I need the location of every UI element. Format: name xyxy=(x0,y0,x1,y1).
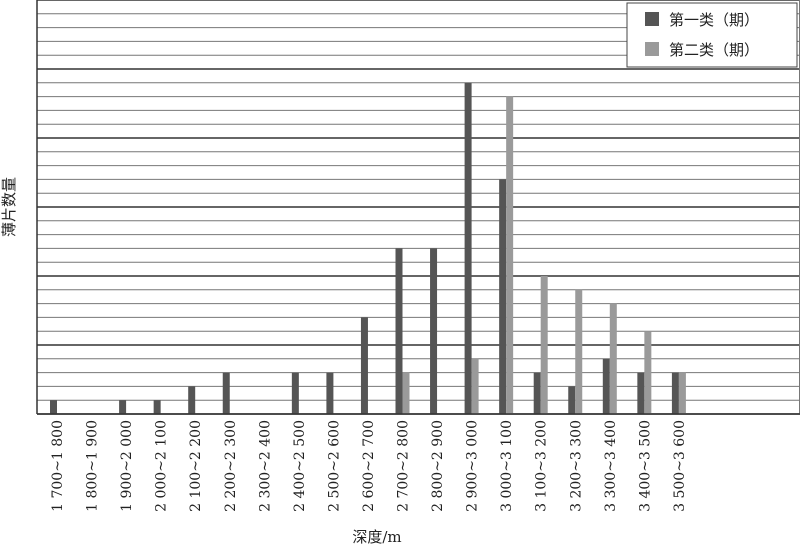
x-tick-label: 3 300~3 400 xyxy=(603,420,619,512)
legend-label-series-1: 第一类（期） xyxy=(669,11,759,29)
bar-series-2-14 xyxy=(540,276,548,414)
bar-series-1-16 xyxy=(602,358,610,414)
bars xyxy=(50,82,686,415)
bar-series-2-18 xyxy=(678,372,686,414)
x-tick-label: 2 000~2 100 xyxy=(154,420,170,512)
bar-series-1-11 xyxy=(430,248,438,414)
legend: 第一类（期） 第二类（期） xyxy=(626,2,798,68)
legend-swatch-series-2 xyxy=(645,42,659,56)
grid-lines xyxy=(37,0,800,415)
x-tick-label: 3 100~3 200 xyxy=(534,420,550,512)
bar-series-1-14 xyxy=(533,372,541,414)
x-tick-label: 3 000~3 100 xyxy=(499,420,515,512)
legend-swatch-series-1 xyxy=(645,12,659,26)
x-tick-label: 3 400~3 500 xyxy=(637,420,653,512)
x-tick-label: 1 900~2 000 xyxy=(119,420,135,512)
bar-series-1-2 xyxy=(119,400,127,414)
bar-series-2-10 xyxy=(402,372,410,414)
bar-series-2-13 xyxy=(506,96,514,414)
bar-series-1-0 xyxy=(50,400,57,414)
legend-label-series-2: 第二类（期） xyxy=(669,41,759,59)
x-tick-label: 2 800~2 900 xyxy=(430,420,446,512)
x-tick-label: 1 700~1 800 xyxy=(50,420,66,512)
x-tick-label: 2 300~2 400 xyxy=(257,420,273,512)
x-tick-label: 2 500~2 600 xyxy=(326,420,342,512)
bar-series-1-12 xyxy=(464,82,472,415)
bar-series-1-8 xyxy=(326,372,334,414)
bar-series-2-16 xyxy=(609,303,617,414)
bar-series-1-17 xyxy=(637,372,645,414)
bar-series-1-7 xyxy=(291,372,299,414)
x-tick-label: 3 200~3 300 xyxy=(568,420,584,512)
x-tick-label: 2 200~2 300 xyxy=(223,420,239,512)
x-tick-label: 2 100~2 200 xyxy=(188,420,204,512)
bar-series-1-15 xyxy=(568,386,576,414)
x-tick-label: 2 700~2 800 xyxy=(396,420,412,512)
bar-series-2-12 xyxy=(471,358,479,414)
bar-series-1-4 xyxy=(188,386,196,414)
x-tick-label: 2 900~3 000 xyxy=(465,420,481,512)
bar-series-2-15 xyxy=(575,289,583,414)
x-tick-label: 2 400~2 500 xyxy=(292,420,308,512)
bar-series-1-9 xyxy=(360,317,368,414)
bar-series-1-18 xyxy=(671,372,679,414)
x-tick-label: 1 800~1 900 xyxy=(85,420,101,512)
x-axis-label: 深度/m xyxy=(352,528,401,546)
x-tick-label: 3 500~3 600 xyxy=(672,420,688,512)
x-tick-label: 2 600~2 700 xyxy=(361,420,377,512)
x-tick-labels: 1 700~1 800 1 800~1 900 1 900~2 000 2 000~2… xyxy=(50,420,688,512)
bar-series-1-5 xyxy=(222,372,230,414)
bar-series-1-13 xyxy=(499,179,507,414)
y-axis-label: 薄片数量 xyxy=(0,177,18,237)
bar-series-2-17 xyxy=(644,331,652,414)
bar-series-1-3 xyxy=(153,400,161,414)
bar-series-1-10 xyxy=(395,248,403,414)
legend-box xyxy=(626,2,798,68)
axes xyxy=(36,0,800,415)
